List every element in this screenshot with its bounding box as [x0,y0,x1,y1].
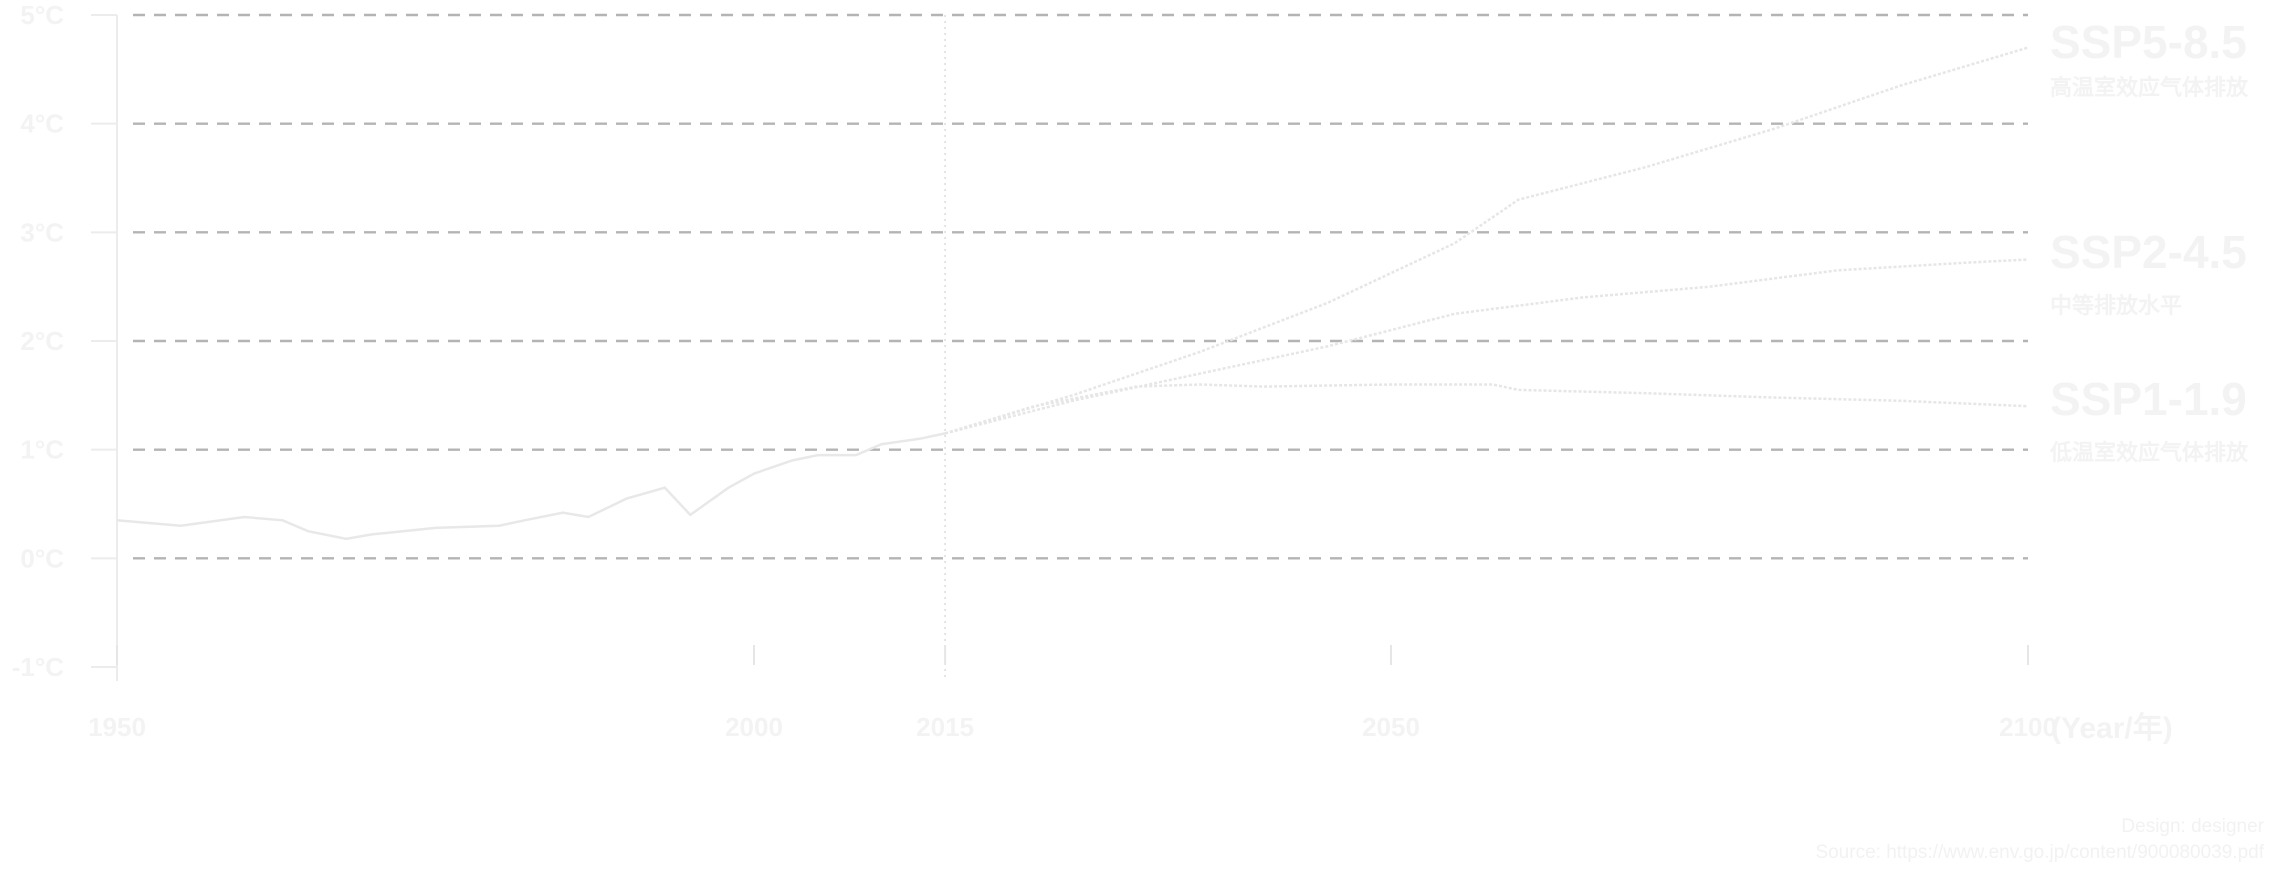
scenario-subtitle: 高温室效应气体排放 [2050,75,2249,100]
scenario-subtitle: 低温室效应气体排放 [2049,440,2249,465]
scenario-labels: SSP5-8.5 高温室效应气体排放 SSP2-4.5 中等排放水平 SSP1-1.9 低… [2049,16,2249,465]
scenario-name: SSP5-8.5 [2050,16,2247,68]
y-tick-label: 4°C [20,109,64,139]
design-credit: Design: designer [2121,816,2264,837]
y-tick-label: 1°C [20,435,64,465]
x-unit-label: (Year/年) [2051,712,2173,745]
axes [91,14,2029,681]
y-tick-label: 3°C [20,217,64,247]
scenario-name: SSP2-4.5 [2050,226,2247,278]
scenario-subtitle: 中等排放水平 [2050,293,2182,318]
x-tick-label: 2050 [1362,712,1420,742]
series-lines [116,46,2029,541]
series-line-ssp1-1.9 [944,383,2029,435]
gridlines [133,13,2028,560]
y-tick-label: -1°C [12,652,65,682]
scenario-name: SSP1-1.9 [2050,373,2247,425]
x-tick-label: 2015 [916,712,974,742]
y-tick-label: 2°C [20,326,64,356]
historical-series-line [116,432,946,541]
y-tick-label: 0°C [20,543,64,573]
x-tick-label: 1950 [88,712,146,742]
series-line-ssp5-8.5 [944,46,2029,435]
x-tick-label: 2100 [1999,712,2057,742]
y-tick-label: 5°C [20,0,64,30]
x-tick-label: 2000 [725,712,783,742]
series-line-ssp2-4.5 [944,258,2029,435]
source-credit: Source: https://www.env.go.jp/content/90… [1815,842,2264,863]
tick-labels: 5°C 4°C 3°C 2°C 1°C 0°C -1°C 1950 2000 2015 2050 21… [12,0,2173,745]
